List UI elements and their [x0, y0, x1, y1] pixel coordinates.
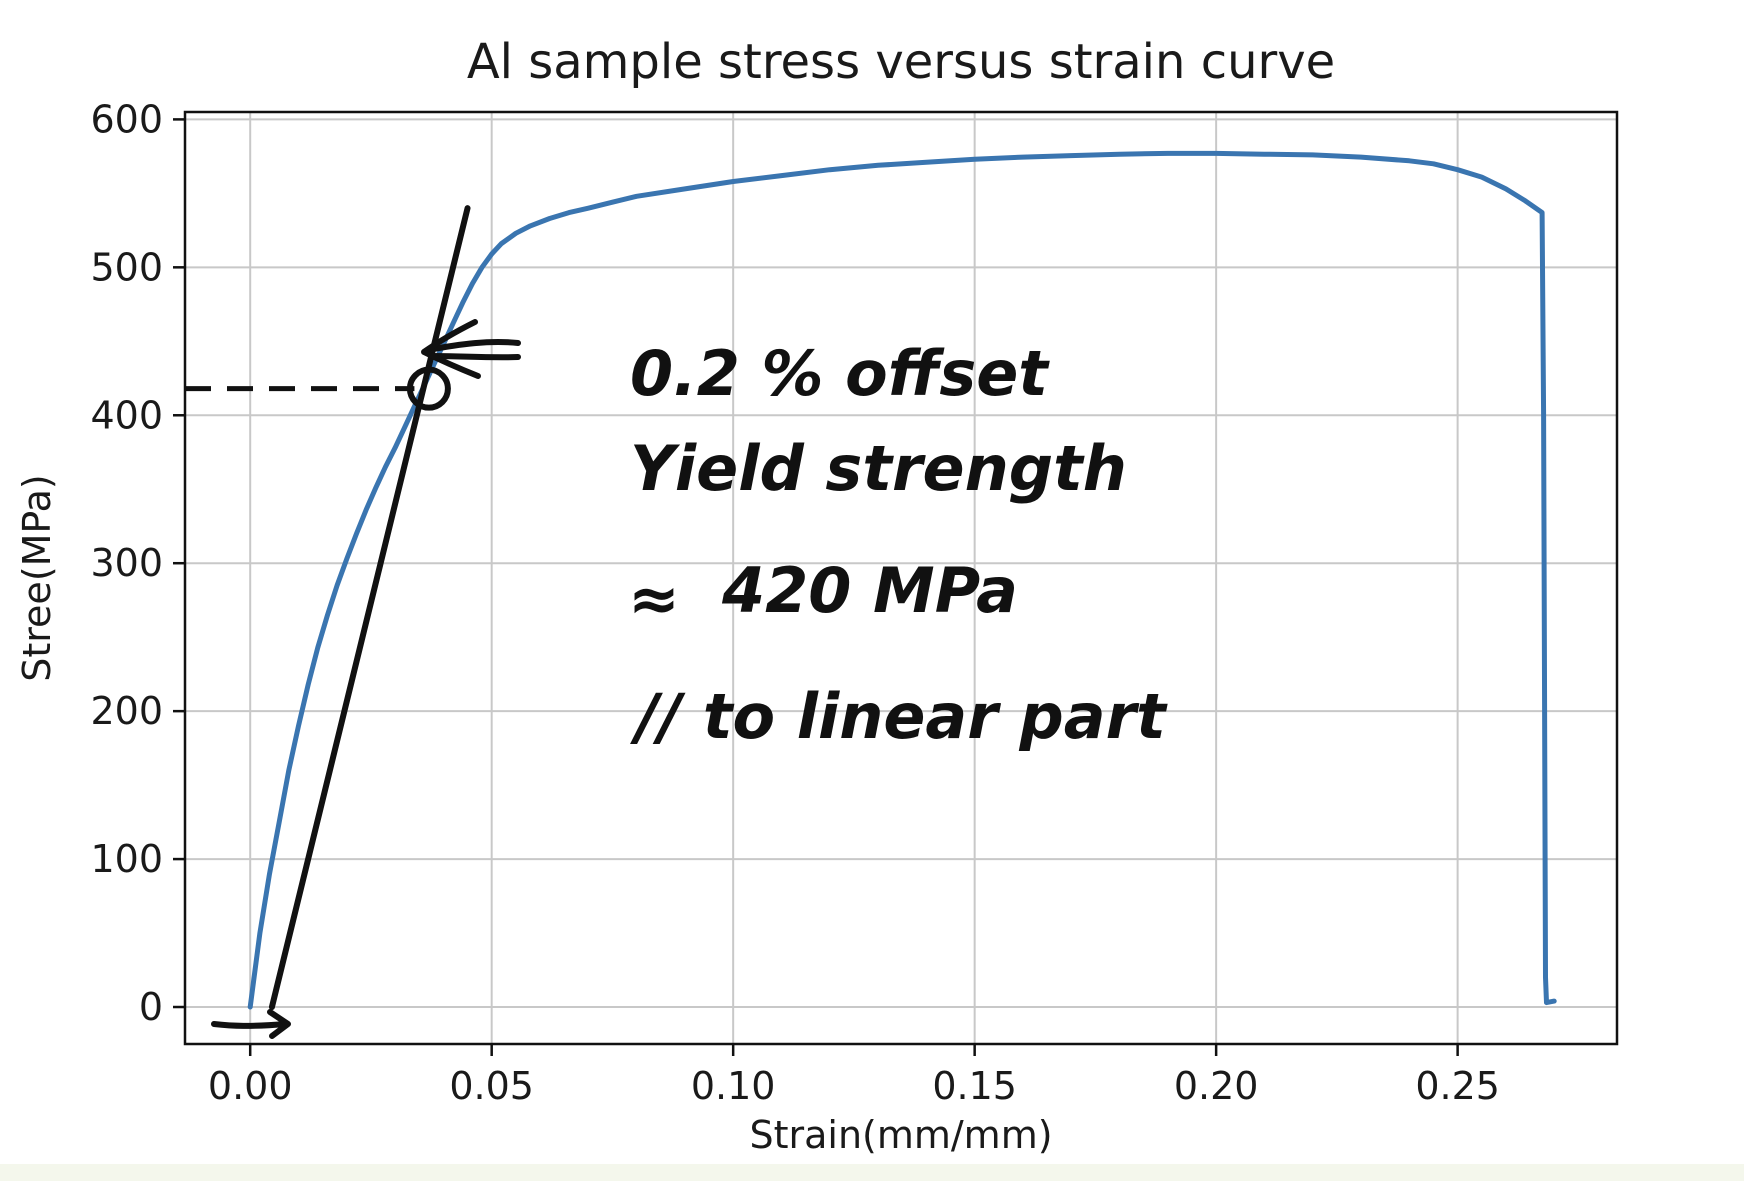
- y-tick-label: 400: [90, 393, 163, 437]
- y-axis-label: Stree(MPa): [15, 474, 59, 682]
- chart-title: Al sample stress versus strain curve: [467, 34, 1335, 90]
- annotation-note-parallel: // to linear part: [630, 680, 1168, 753]
- offset-arrow-icon: [211, 1009, 291, 1039]
- x-tick-label: 0.20: [1174, 1064, 1259, 1108]
- x-axis-label: Strain(mm/mm): [749, 1113, 1052, 1157]
- pointer-arrow-icon: [421, 319, 521, 379]
- x-tick-label: 0.00: [208, 1064, 293, 1108]
- stress-strain-curve: [247, 150, 1557, 1010]
- y-tick-label: 500: [90, 245, 163, 289]
- handwritten-annotation-layer: 0.2 % offset Yield strength ≈ 420 MPa //…: [185, 205, 1168, 1039]
- y-tick-label: 200: [90, 689, 163, 733]
- yield-point-circle: [406, 366, 451, 411]
- y-tick-label: 0: [139, 985, 163, 1029]
- approx-symbol: ≈: [628, 562, 680, 635]
- grid-layer: [185, 112, 1617, 1044]
- plot-frame: [183, 110, 1619, 1046]
- x-tick-label: 0.15: [932, 1064, 1017, 1108]
- bottom-strip: [0, 1164, 1744, 1181]
- annotation-note-value: 420 MPa: [721, 554, 1018, 627]
- y-tick-label: 600: [90, 97, 163, 141]
- tick-layer: 0.00 0.05 0.10 0.15 0.20 0.25 0 100 200 300 400 500…: [90, 97, 1499, 1108]
- y-tick-label: 300: [90, 541, 163, 585]
- y-tick-label: 100: [90, 837, 163, 881]
- x-tick-label: 0.05: [449, 1064, 534, 1108]
- series-layer: [247, 150, 1557, 1010]
- x-tick-label: 0.25: [1415, 1064, 1500, 1108]
- annotation-note-offset: 0.2 % offset: [630, 337, 1050, 410]
- annotation-note-yield: Yield strength: [630, 432, 1127, 505]
- x-tick-label: 0.10: [691, 1064, 776, 1108]
- offset-line: [268, 205, 471, 1011]
